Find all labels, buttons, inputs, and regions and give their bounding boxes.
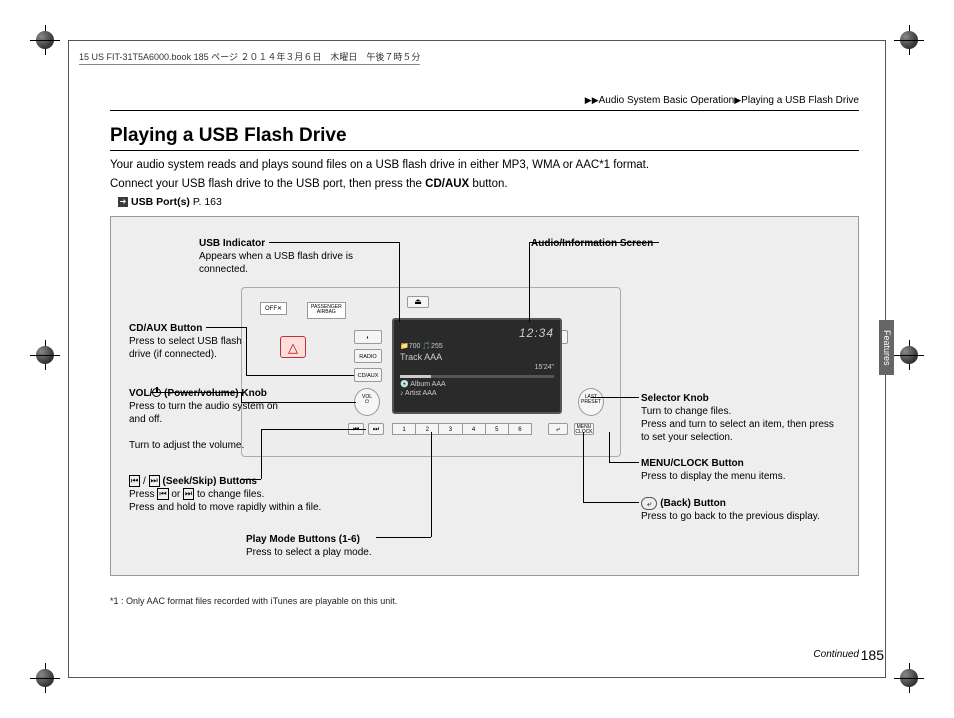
volume-knob: VOL⏻ bbox=[354, 388, 380, 416]
page-number: 185 bbox=[861, 647, 884, 663]
power-icon bbox=[152, 388, 161, 397]
crop-mark bbox=[894, 663, 924, 693]
intro-text-2: Connect your USB flash drive to the USB … bbox=[110, 176, 859, 193]
crop-mark bbox=[30, 663, 60, 693]
airbag-indicator: PASSENGERAIRBAG bbox=[307, 302, 346, 319]
selector-knob: LASTPRESET bbox=[578, 388, 604, 416]
eject-button: ⏏ bbox=[407, 296, 429, 308]
intro-text: Your audio system reads and plays sound … bbox=[110, 157, 859, 174]
label-selector: Selector KnobTurn to change files.Press … bbox=[641, 392, 841, 444]
label-volume: VOL/ (Power/volume) Knob Press to turn t… bbox=[129, 387, 279, 452]
footnote: *1 : Only AAC format files recorded with… bbox=[110, 596, 859, 606]
diagram: OFF✕ PASSENGERAIRBAG △ ⏏ ◐ RADIO CD/AUX … bbox=[110, 216, 859, 576]
cdaux-button: CD/AUX bbox=[354, 368, 382, 382]
cross-reference: ➔USB Port(s) P. 163 bbox=[118, 196, 859, 208]
label-seek: ⏮ / ⏭ (Seek/Skip) Buttons Press ⏮ or ⏭ t… bbox=[129, 475, 364, 514]
back-button: ⤶ bbox=[548, 423, 568, 435]
crop-mark bbox=[894, 340, 924, 370]
progress-bar bbox=[400, 375, 554, 378]
label-menu: MENU/CLOCK ButtonPress to display the me… bbox=[641, 457, 841, 483]
radio-button: RADIO bbox=[354, 349, 382, 363]
disp-button: ◐ bbox=[354, 330, 382, 344]
page-content: ▶▶Audio System Basic Operation▶Playing a… bbox=[110, 95, 859, 606]
crop-mark bbox=[30, 25, 60, 55]
crop-mark bbox=[894, 25, 924, 55]
crop-mark bbox=[30, 340, 60, 370]
section-tab: Features bbox=[879, 320, 894, 375]
continued-label: Continued bbox=[813, 649, 859, 660]
print-header: 15 US FIT-31T5A6000.book 185 ページ ２０１４年３月… bbox=[79, 50, 420, 65]
seek-next: ⏭ bbox=[368, 423, 384, 435]
breadcrumb: ▶▶Audio System Basic Operation▶Playing a… bbox=[110, 95, 859, 111]
hazard-button: △ bbox=[280, 336, 306, 358]
page-title: Playing a USB Flash Drive bbox=[110, 125, 859, 151]
label-screen: Audio/Information Screen bbox=[531, 237, 653, 250]
label-back: ⤶ (Back) ButtonPress to go back to the p… bbox=[641, 497, 841, 523]
preset-buttons: 123 456 bbox=[392, 423, 532, 435]
off-indicator: OFF✕ bbox=[260, 302, 287, 315]
audio-screen: 12:34 📁700 🎵255 Track AAA 15'24" 💿 Album… bbox=[392, 318, 562, 414]
menu-button: MENUCLOCK bbox=[574, 423, 594, 435]
